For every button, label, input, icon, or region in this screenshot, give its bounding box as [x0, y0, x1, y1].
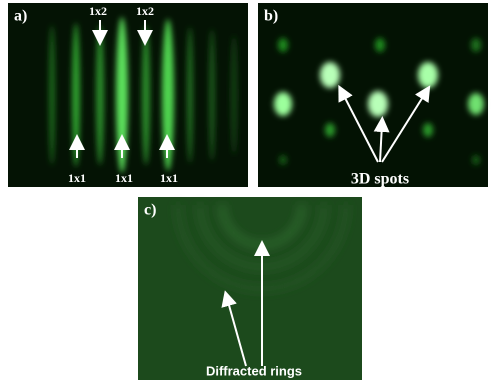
- annotation: 1x2: [136, 4, 154, 18]
- panel-label: a): [14, 8, 27, 25]
- figure: a) 1x2 1x2 1x1 1x1 1x1 b): [0, 0, 493, 383]
- panel-c: c) Diffracted rings: [138, 197, 362, 380]
- annotation: 1x1: [68, 171, 86, 185]
- panel-b: b) 3D spots: [258, 3, 488, 188]
- annotation: 3D spots: [351, 171, 409, 188]
- annotation: Diffracted rings: [206, 363, 302, 378]
- annotation: 1x2: [89, 4, 107, 18]
- panel-a: a) 1x2 1x2 1x1 1x1 1x1: [8, 3, 248, 187]
- annotation: 1x1: [160, 171, 178, 185]
- panel-label: b): [264, 8, 278, 25]
- annotation: 1x1: [115, 171, 133, 185]
- panel-label: c): [144, 202, 156, 219]
